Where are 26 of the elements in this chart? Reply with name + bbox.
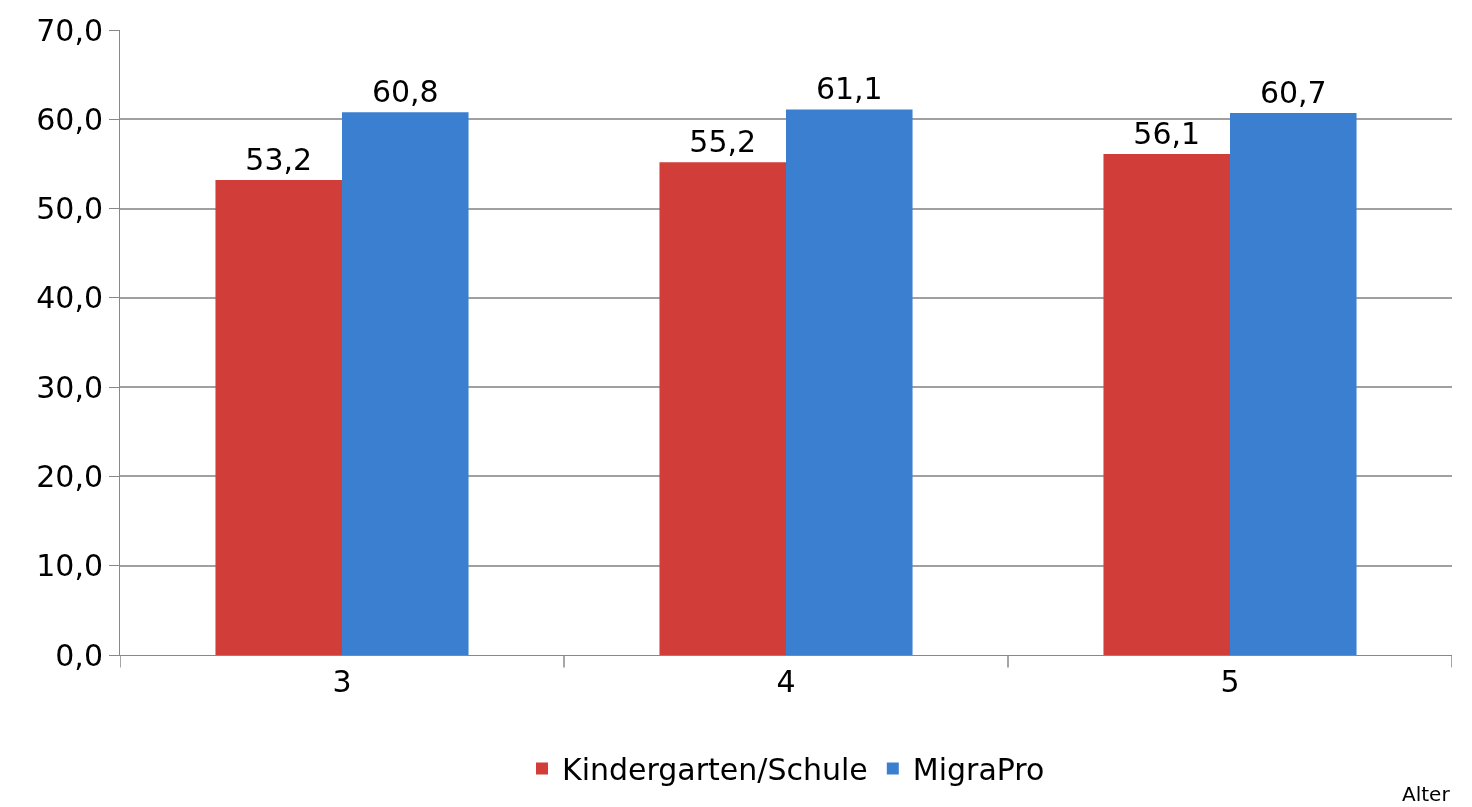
x-tick-label: 4 (776, 664, 796, 699)
legend-label: MigraPro (912, 752, 1045, 788)
bar (659, 162, 786, 655)
bar (1230, 113, 1357, 655)
x-tick-label: 5 (1220, 664, 1240, 699)
y-tick-label: 70,0 (36, 12, 103, 48)
data-label: 56,1 (1133, 116, 1201, 152)
bar (1103, 154, 1230, 655)
data-label: 55,2 (689, 124, 757, 160)
bar (215, 180, 342, 655)
data-label: 60,7 (1259, 75, 1327, 111)
data-label: 61,1 (815, 71, 883, 107)
y-tick-label: 50,0 (36, 191, 103, 227)
y-tick-label: 10,0 (36, 548, 103, 584)
x-axis-title: Alter (1402, 782, 1451, 806)
x-tick-label: 3 (332, 664, 352, 699)
y-tick-label: 40,0 (36, 280, 103, 316)
y-tick-label: 20,0 (36, 458, 103, 494)
data-label: 53,2 (245, 142, 313, 177)
legend-label: Kindergarten/Schule (562, 752, 868, 788)
y-tick-label: 0,0 (55, 637, 103, 673)
data-label: 60,8 (371, 74, 439, 110)
bar (786, 109, 913, 655)
y-tick-label: 60,0 (36, 101, 103, 137)
bar (342, 112, 469, 655)
y-tick-label: 30,0 (36, 369, 103, 405)
